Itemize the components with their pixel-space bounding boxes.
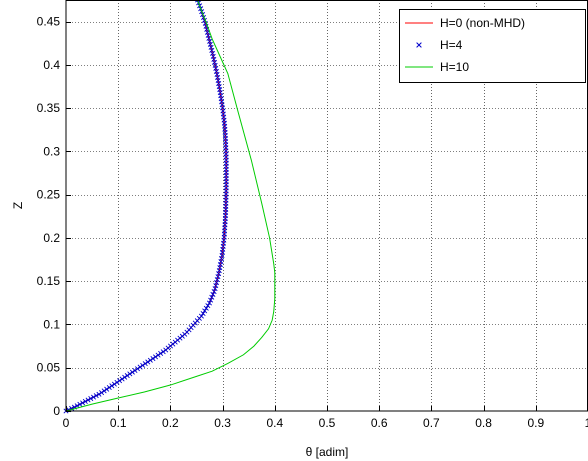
series-point <box>77 401 83 407</box>
series-point <box>119 376 125 382</box>
series-point <box>212 286 218 292</box>
legend-swatch <box>416 42 422 48</box>
x-tick-label: 0.2 <box>162 416 179 430</box>
series-point <box>117 378 123 384</box>
series-point <box>213 283 219 289</box>
x-tick-label: 0.7 <box>423 416 440 430</box>
series-point <box>210 291 216 297</box>
legend-label: H=10 <box>440 60 469 74</box>
series-point <box>210 53 216 59</box>
y-tick-label: 0.05 <box>37 361 61 375</box>
x-tick-label: 0.9 <box>527 416 544 430</box>
x-tick-label: 1 <box>585 416 588 430</box>
series-point <box>202 308 208 314</box>
series-point <box>135 366 141 372</box>
series-point <box>155 352 161 358</box>
y-tick-label: 0.45 <box>37 15 61 29</box>
legend-label: H=0 (non-MHD) <box>440 16 525 30</box>
series-point <box>205 32 211 38</box>
series-point <box>122 374 128 380</box>
series-point <box>127 371 133 377</box>
series-point <box>205 303 211 309</box>
y-axis-label: Z <box>11 202 25 209</box>
series-point <box>82 398 88 404</box>
x-tick-label: 0.6 <box>371 416 388 430</box>
series-point <box>158 350 164 356</box>
series-point <box>209 47 215 53</box>
series-point <box>150 356 156 362</box>
y-tick-label: 0.1 <box>43 317 60 331</box>
series-point <box>88 396 94 402</box>
series-point <box>198 313 204 319</box>
series-point <box>207 38 213 44</box>
legend: H=0 (non-MHD) H=4 H=10 <box>399 9 586 83</box>
series-point <box>160 349 166 355</box>
series-point <box>213 280 220 286</box>
series-point <box>195 0 201 3</box>
x-tick-label: 0.1 <box>110 416 127 430</box>
series-point <box>80 400 86 406</box>
series-point <box>104 386 110 392</box>
series-point <box>129 369 135 375</box>
series-point <box>109 383 115 389</box>
series-point <box>206 35 212 41</box>
series-point <box>114 379 120 385</box>
series-2 <box>65 0 276 412</box>
series-point <box>206 300 212 306</box>
series-point <box>137 364 143 370</box>
x-tick-label: 0.8 <box>475 416 492 430</box>
series-point <box>209 50 216 56</box>
series-point <box>215 274 221 280</box>
series-point <box>132 367 138 373</box>
legend-box <box>399 9 586 83</box>
y-tick-label: 0.4 <box>43 58 60 72</box>
series-point <box>101 388 107 394</box>
x-tick-label: 0 <box>63 416 70 430</box>
x-tick-label: 0.5 <box>319 416 336 430</box>
series-point <box>106 384 112 391</box>
series-point <box>211 289 217 295</box>
series-point <box>152 354 159 360</box>
series-point <box>96 391 102 397</box>
x-axis-label: θ [adim] <box>306 445 349 459</box>
series-point <box>85 397 91 403</box>
series-point <box>142 361 148 367</box>
series-point <box>209 294 215 300</box>
ticks: 0 0.1 0.2 0.3 0.4 0.5 0.6 0.7 0.8 0.9 1 0 0.05 0.1 0.1… <box>37 15 588 430</box>
y-tick-label: 0.2 <box>43 231 60 245</box>
y-tick-label: 0 <box>53 404 60 418</box>
legend-label: H=4 <box>440 38 463 52</box>
y-tick-label: 0.3 <box>43 144 60 158</box>
series-point <box>124 373 130 379</box>
x-tick-label: 0.4 <box>266 416 283 430</box>
series-point <box>214 277 220 283</box>
series-point <box>90 394 97 400</box>
series-line <box>65 0 276 412</box>
series-point <box>111 381 117 387</box>
series-point <box>203 305 209 311</box>
series-layer <box>63 0 276 414</box>
series-point <box>99 390 105 396</box>
series-point <box>140 362 146 368</box>
x-tick-label: 0.3 <box>214 416 231 430</box>
series-point <box>207 41 213 47</box>
series-point <box>145 359 151 365</box>
series-point <box>93 393 99 399</box>
y-tick-label: 0.15 <box>37 274 61 288</box>
series-point <box>208 297 214 303</box>
y-tick-label: 0.35 <box>37 101 61 115</box>
series-point <box>200 311 206 317</box>
series-point <box>147 357 153 363</box>
series-point <box>208 44 214 50</box>
y-tick-label: 0.25 <box>37 188 61 202</box>
